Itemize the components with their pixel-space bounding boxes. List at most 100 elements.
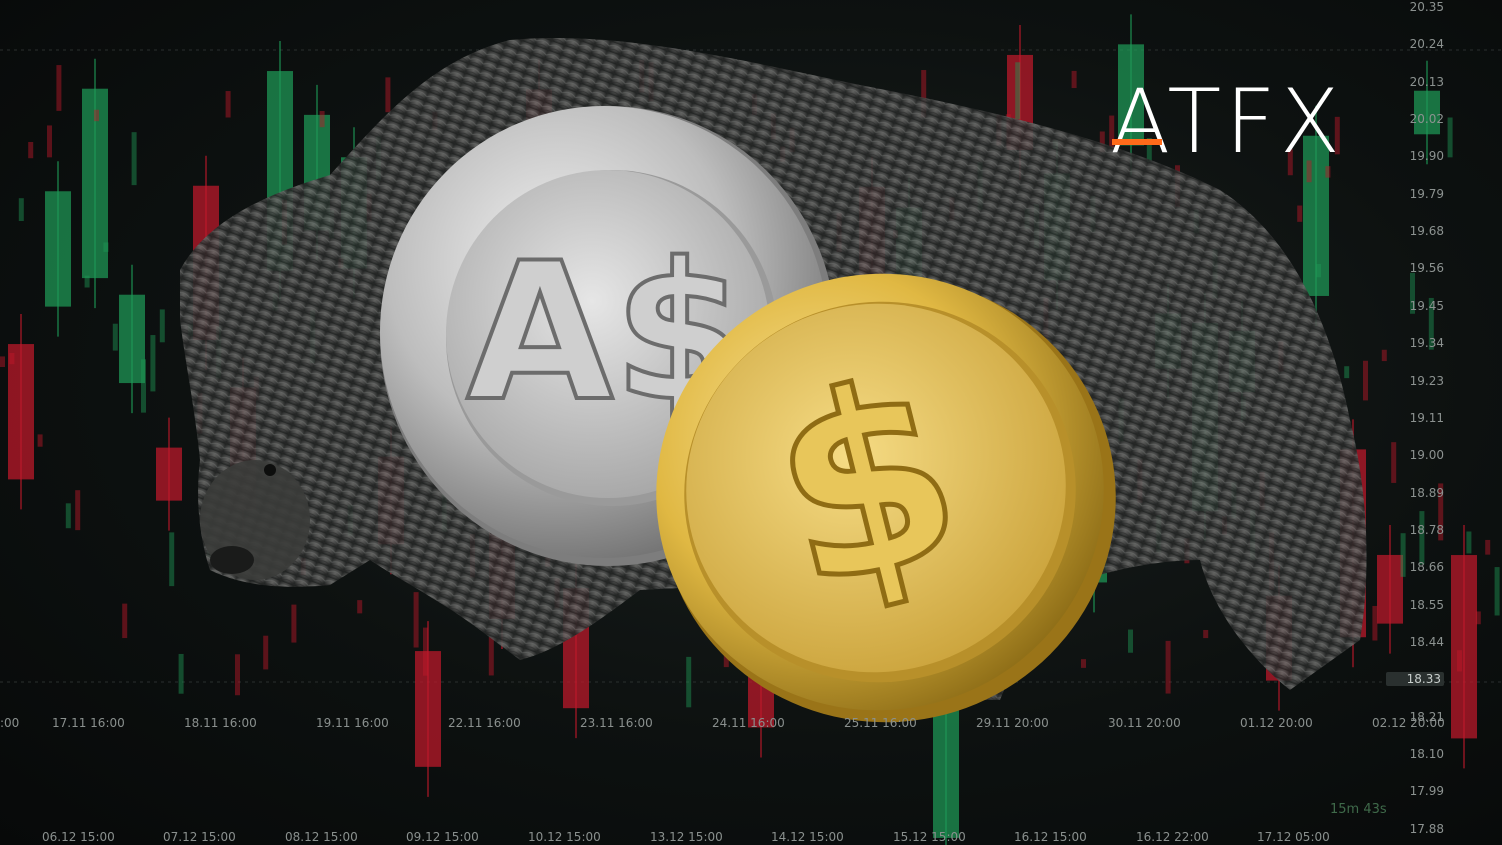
candle-body: [56, 65, 62, 111]
time-tick: 23.11 16:00: [580, 716, 653, 730]
time-tick: 17.12 05:00: [1257, 830, 1330, 844]
candle-body: [686, 656, 692, 708]
atfx-logo: ATFX: [1110, 70, 1345, 173]
candle-body: [225, 91, 231, 118]
candle-body: [1297, 205, 1303, 222]
time-tick: 22.11 16:00: [448, 716, 521, 730]
time-tick: 25.11 16:00: [844, 716, 917, 730]
price-tick: 19.45: [1409, 298, 1444, 313]
candle-body: [1485, 539, 1491, 555]
candle-body: [423, 627, 428, 676]
candle-body: [156, 447, 182, 501]
candle-body: [1015, 62, 1021, 120]
time-tick: 02.12 20:00: [1372, 716, 1445, 730]
candle-body: [1344, 366, 1350, 379]
time-tick: 10.12 15:00: [528, 830, 601, 844]
candle-body: [9, 352, 15, 365]
time-tick: 16.12 22:00: [1136, 830, 1209, 844]
candle-body: [921, 70, 927, 118]
usd-coin: $: [656, 273, 1116, 723]
candle-body: [1287, 149, 1293, 176]
candle-body: [1363, 360, 1368, 401]
candle-body: [82, 88, 108, 279]
candle-body: [357, 600, 363, 614]
candle-body: [169, 532, 175, 587]
price-tick: 17.88: [1409, 821, 1444, 836]
candle-body: [1410, 272, 1415, 314]
price-tick: 19.34: [1409, 336, 1444, 351]
candle-body: [112, 323, 118, 351]
price-tick: 18.66: [1409, 560, 1444, 575]
candle-body: [413, 592, 419, 648]
candle-body: [1414, 90, 1440, 135]
candle-body: [1466, 531, 1472, 554]
candle-body: [1400, 533, 1406, 577]
candle-body: [119, 294, 145, 384]
candle-body: [319, 111, 325, 128]
time-tick: 07.12 15:00: [163, 830, 236, 844]
time-tick: 16.12 15:00: [1014, 830, 1087, 844]
candle-body: [84, 275, 90, 288]
candle-body: [37, 434, 43, 447]
price-tick: 20.35: [1409, 0, 1444, 14]
candle-body: [1457, 650, 1462, 672]
candle-body: [1165, 640, 1171, 694]
logo-accent-bar: [1112, 139, 1162, 145]
price-tick: 19.56: [1409, 261, 1444, 276]
candle-body: [1146, 137, 1152, 163]
price-tick: 18.78: [1409, 522, 1444, 537]
time-tick: 29.11 20:00: [976, 716, 1049, 730]
candle-body: [415, 651, 441, 767]
price-tick: 17.99: [1409, 784, 1444, 799]
candle-body: [141, 359, 146, 413]
candle-body: [385, 77, 391, 113]
candle-body: [1372, 605, 1378, 641]
price-tick: 19.00: [1409, 448, 1444, 463]
candle-body: [1451, 555, 1477, 739]
candle-body: [1071, 70, 1077, 89]
time-tick: 30.11 20:00: [1108, 716, 1181, 730]
candle-body: [18, 198, 24, 221]
candle-body: [1447, 117, 1453, 158]
price-tick: 20.24: [1409, 37, 1444, 52]
candle-body: [94, 109, 99, 122]
candle-body: [45, 191, 71, 307]
candle-body: [178, 653, 184, 694]
candle-body: [1438, 483, 1444, 541]
candle-body: [1306, 160, 1312, 183]
price-tick: 19.23: [1409, 373, 1444, 388]
candle-body: [1081, 659, 1086, 668]
time-tick: 24.11 16:00: [712, 716, 785, 730]
candle-body: [1475, 611, 1481, 625]
candle-body: [122, 603, 128, 639]
candle-body: [1391, 442, 1397, 483]
candle-body: [1118, 44, 1144, 146]
time-tick: 06.12 15:00: [42, 830, 115, 844]
price-tick: 20.02: [1409, 112, 1444, 127]
time-tick: 15.12 15:00: [893, 830, 966, 844]
candle-body: [263, 635, 269, 670]
candle-body: [150, 335, 156, 392]
candle-body: [1334, 116, 1340, 155]
candle-body: [47, 125, 52, 158]
time-tick: 13.12 15:00: [650, 830, 723, 844]
candle-body: [291, 604, 297, 643]
candle-countdown: 15m 43s: [1330, 802, 1387, 817]
candle-body: [65, 503, 71, 529]
candle-body: [1428, 297, 1434, 350]
time-tick: 08.12 15:00: [285, 830, 358, 844]
candle-body: [1381, 349, 1387, 362]
candle-body: [103, 242, 109, 252]
price-tick: 19.79: [1409, 186, 1444, 201]
time-tick: 18.11 16:00: [184, 716, 257, 730]
price-tick: 18.33: [1386, 672, 1444, 687]
candle-body: [1203, 629, 1209, 639]
candle-body: [159, 309, 165, 343]
time-tick: 19.11 16:00: [316, 716, 389, 730]
time-tick: 09.12 15:00: [406, 830, 479, 844]
candle-body: [1109, 115, 1115, 149]
price-tick: 18.89: [1409, 485, 1444, 500]
candle-body: [1494, 567, 1500, 616]
price-tick: 19.68: [1409, 224, 1444, 239]
